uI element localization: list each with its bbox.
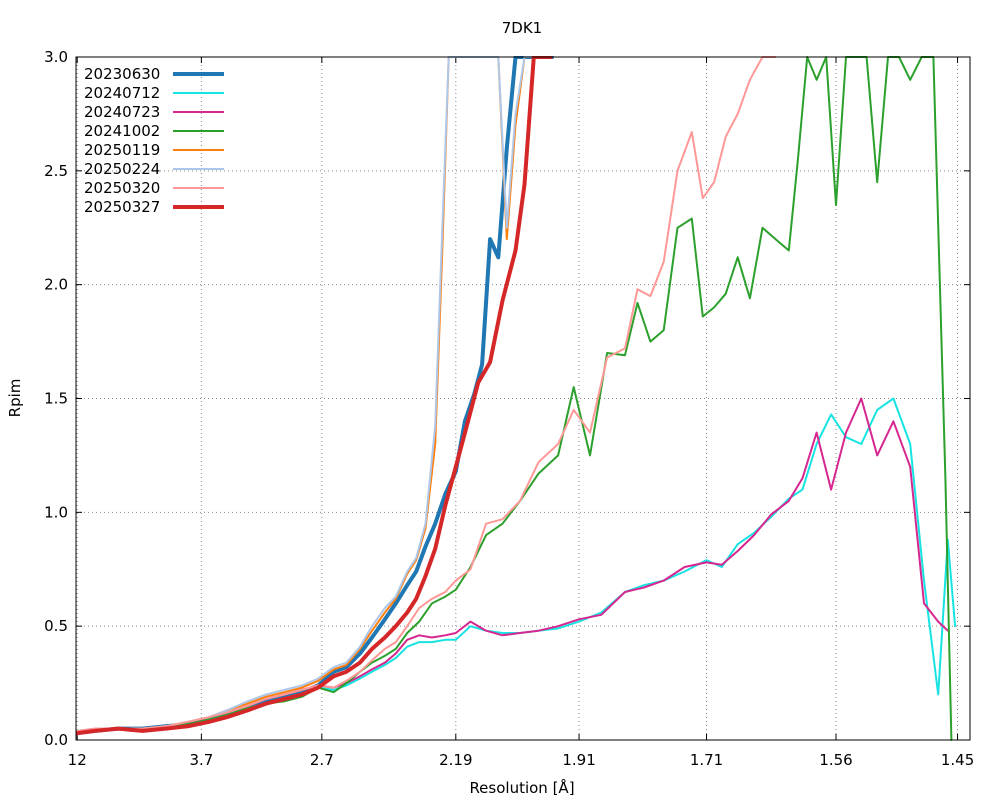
legend-label: 20250320 — [84, 179, 160, 197]
x-tick-label: 1.91 — [562, 751, 595, 769]
plot-frame — [75, 56, 971, 741]
y-tick-label: 0.5 — [44, 617, 68, 635]
legend-label: 20250224 — [84, 160, 160, 178]
series-line-20240723 — [76, 397, 949, 735]
series-line-20250320 — [76, 56, 777, 732]
x-tick-label: 1.45 — [941, 751, 974, 769]
series-line-20240712 — [76, 397, 957, 735]
grid — [76, 57, 970, 740]
legend-label: 20230630 — [84, 65, 160, 83]
y-tick-label: 2.0 — [44, 276, 68, 294]
legend-label: 20250327 — [84, 198, 160, 216]
legend-label: 20241002 — [84, 122, 160, 140]
y-tick-label: 1.5 — [44, 390, 68, 408]
x-tick-label: 12 — [68, 751, 87, 769]
x-tick-label: 1.71 — [690, 751, 723, 769]
y-axis-label: Rpim — [6, 379, 24, 418]
x-tick-label: 2.7 — [310, 751, 334, 769]
x-tick-label: 1.56 — [819, 751, 852, 769]
series-line-20250327 — [76, 56, 553, 736]
legend: 2023063020240712202407232024100220250119… — [84, 65, 224, 216]
y-tick-label: 0.0 — [44, 731, 68, 749]
legend-label: 20240723 — [84, 103, 160, 121]
y-tick-label: 1.0 — [44, 503, 68, 521]
chart-title: 7DK1 — [502, 19, 542, 37]
x-axis-label: Resolution [Å] — [469, 778, 574, 797]
y-tick-label: 2.5 — [44, 162, 68, 180]
x-tick-label: 3.7 — [189, 751, 213, 769]
series-line-20241002 — [76, 56, 953, 741]
legend-label: 20250119 — [84, 141, 160, 159]
y-tick-label: 3.0 — [44, 48, 68, 66]
axes: 12 3.7 2.7 2.19 1.91 1.71 1.56 1.45 0.0 0.5 1.0 1.5… — [44, 48, 974, 769]
legend-label: 20240712 — [84, 84, 160, 102]
x-tick-label: 2.19 — [439, 751, 472, 769]
